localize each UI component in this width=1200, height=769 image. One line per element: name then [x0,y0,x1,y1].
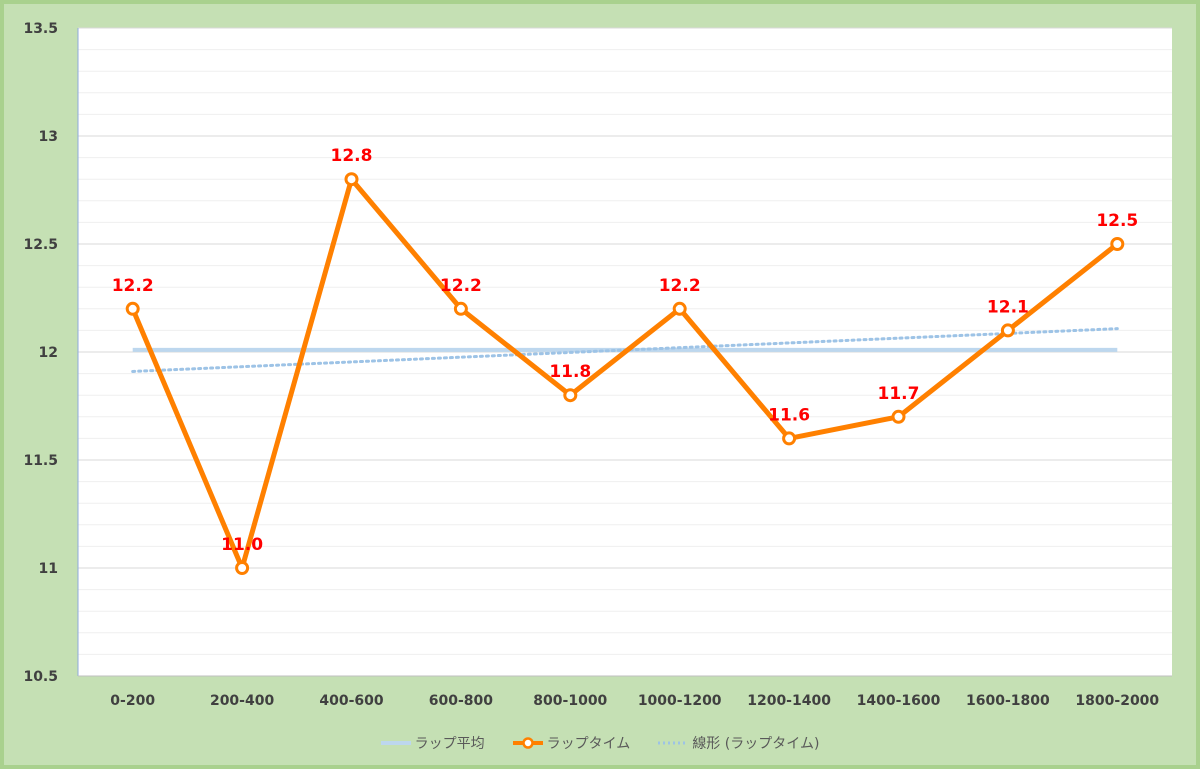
x-tick-label: 1600-1800 [966,693,1050,709]
data-label: 12.2 [659,276,701,296]
data-label: 12.1 [987,297,1029,317]
data-point-marker [1000,323,1015,338]
legend-item-average: ラップ平均 [380,733,485,753]
legend: ラップ平均 ラップタイム 線形 (ラップタイム) [0,730,1200,756]
data-label: 11.7 [878,384,920,404]
x-tick-label: 600-800 [429,693,494,709]
data-point-marker [235,561,250,575]
y-tick-label: 12 [39,345,58,361]
x-tick-label: 400-600 [319,693,384,709]
data-point-marker [344,172,359,187]
x-tick-label: 1200-1400 [747,693,831,709]
x-tick-label: 1400-1600 [857,693,941,709]
series-line-lap-time [130,176,1119,571]
y-tick-label: 10.5 [23,669,58,685]
legend-item-trend: 線形 (ラップタイム) [658,733,819,753]
data-label: 11.6 [768,405,810,425]
x-tick-label: 1000-1200 [638,693,722,709]
data-point-marker [672,301,687,316]
y-tick-label: 11.5 [23,453,58,469]
legend-item-lap-time: ラップタイム [512,733,631,753]
data-point-marker [891,409,906,424]
legend-label-lap-time: ラップタイム [546,736,631,752]
data-point-marker [563,388,578,403]
y-tick-label: 13.5 [23,21,58,37]
y-tick-label: 12.5 [23,237,58,253]
data-point-marker [1110,237,1125,251]
x-tick-label: 200-400 [210,693,275,709]
series-layer [125,172,1125,575]
x-tick-label: 800-1000 [533,693,607,709]
x-axis: 0-200 200-400 400-600 600-800 800-1000 1000-1… [110,693,1159,709]
legend-label-trend: 線形 (ラップタイム) [692,736,820,752]
data-label: 12.2 [112,276,154,296]
data-label: 12.2 [440,276,482,296]
legend-swatch-lap-time [512,737,543,749]
data-label: 11.8 [549,362,591,382]
legend-label-average: ラップ平均 [414,736,485,752]
data-point-marker [782,431,797,446]
data-label: 12.8 [331,146,373,166]
x-tick-label: 0-200 [110,693,155,709]
data-point-marker [125,301,140,316]
data-label: 12.5 [1096,211,1138,231]
legend-swatch-trend [658,741,689,745]
y-tick-label: 13 [39,129,58,145]
data-labels: 12.2 11.0 12.8 12.2 11.8 12.2 11.6 11.7 12.1 12.5 [112,146,1139,555]
legend-swatch-average [380,741,411,745]
y-axis: 10.5 11 11.5 12 12.5 13 13.5 [23,21,58,685]
x-tick-label: 1800-2000 [1075,693,1159,709]
data-point-marker [453,301,468,316]
data-label: 11.0 [221,535,263,555]
y-tick-label: 11 [39,561,58,577]
